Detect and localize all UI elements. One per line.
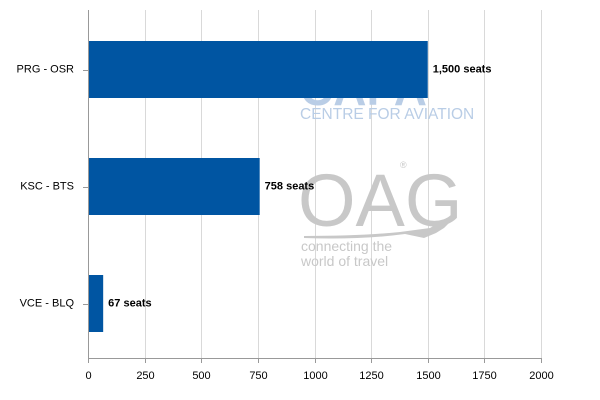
- bar-0: [88, 41, 428, 98]
- oag-tagline-line2: world of travel: [300, 253, 388, 269]
- data-label: 67 seats: [108, 297, 151, 309]
- x-tick-label: 250: [136, 370, 154, 382]
- data-label: 758 seats: [265, 180, 315, 192]
- x-tick-label: 2000: [529, 370, 553, 382]
- airplane-icon: [304, 222, 450, 239]
- x-axis: 0 250 500 750 1000 1250 1500 1750 2000: [85, 10, 554, 382]
- x-tick-label: 1750: [472, 370, 496, 382]
- x-tick-label: 1500: [416, 370, 440, 382]
- capa-centre-text-watermark: CENTRE FOR AVIATION: [300, 106, 474, 123]
- data-label: 1,500 seats: [433, 63, 492, 75]
- oag-registered-mark: ®: [400, 160, 407, 170]
- x-tick-label: 750: [249, 370, 267, 382]
- x-tick-label: 500: [192, 370, 210, 382]
- category-label: PRG - OSR: [17, 63, 75, 75]
- bar-1: [88, 158, 260, 215]
- bar-2: [88, 275, 104, 332]
- x-tick-label: 1250: [359, 370, 383, 382]
- category-labels: PRG - OSR KSC - BTS VCE - BLQ: [17, 63, 88, 309]
- category-label: KSC - BTS: [20, 180, 74, 192]
- category-label: VCE - BLQ: [20, 297, 75, 309]
- bars: 1,500 seats 758 seats 67 seats: [88, 41, 491, 332]
- oag-tagline-line1: connecting the: [301, 238, 392, 254]
- x-tick-label: 1000: [303, 370, 327, 382]
- x-tick-label: 0: [85, 370, 91, 382]
